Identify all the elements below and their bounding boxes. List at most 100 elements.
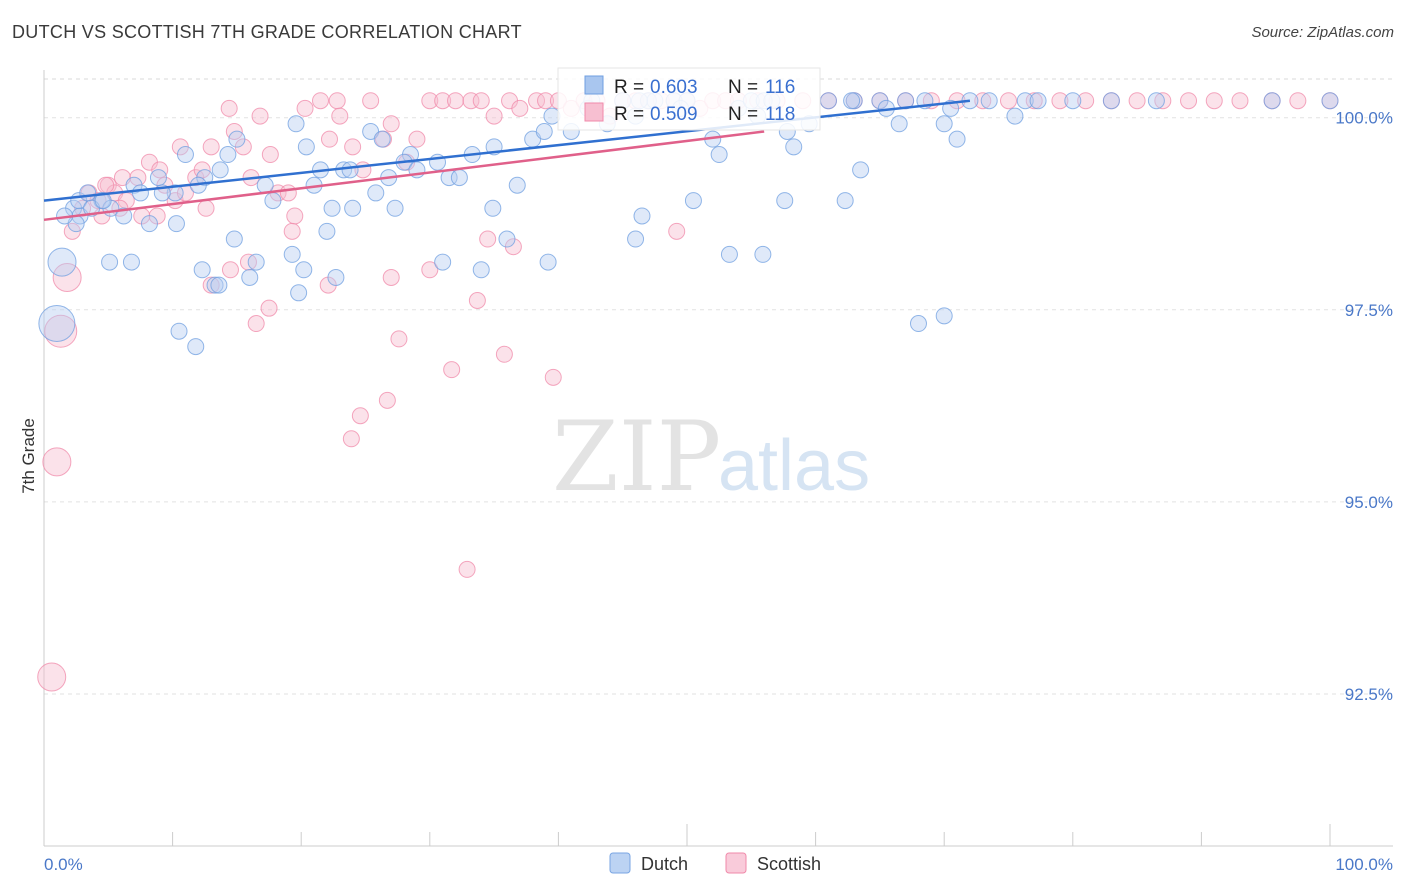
scottish-point [668,222,686,240]
dutch-point [1263,92,1281,110]
dutch-point [1321,92,1339,110]
y-tick-label: 95.0% [1345,493,1393,512]
dutch-point [283,245,301,263]
y-axis-title: 7th Grade [19,418,38,494]
dutch-point [38,305,76,343]
dutch-point [167,215,185,233]
dutch-point [935,307,953,325]
dutch-point [47,247,77,277]
scottish-point [283,222,301,240]
watermark-atlas: atlas [718,426,870,506]
scottish-n-value: 118 [765,104,795,125]
scottish-point [408,130,426,148]
dutch-point [508,176,526,194]
dutch-point [318,222,336,240]
scottish-point [220,99,238,117]
dutch-legend-swatch [584,75,604,95]
scottish-r-label: R = [614,104,644,125]
dutch-point [149,169,167,187]
dutch-point [386,199,404,217]
dutch-point [122,253,140,271]
scottish-point [279,184,297,202]
scottish-point [351,407,369,425]
chart-title: DUTCH VS SCOTTISH 7TH GRADE CORRELATION … [12,22,522,42]
dutch-point [539,253,557,271]
scottish-point [1051,92,1069,110]
dutch-point [720,245,738,263]
scottish-point [1154,92,1172,110]
scottish-point [421,261,439,279]
scottish-points [37,92,1339,692]
dutch-r-value: 0.603 [650,77,698,98]
scottish-n-label: N = [728,104,758,125]
stats-legend: R = 0.603 N = 116 R = 0.509 N = 118 [557,67,821,131]
dutch-point [323,199,341,217]
scottish-point [462,92,480,110]
dutch-point [373,130,391,148]
scottish-point [331,107,349,125]
dutch-point [1029,92,1047,110]
dutch-point [210,276,228,294]
dutch-point [264,192,282,210]
dutch-point [948,130,966,148]
scottish-trend-line [43,130,765,222]
scottish-point [479,230,497,248]
dutch-point [206,276,224,294]
dutch-point [843,92,861,110]
scottish-point [1025,92,1043,110]
dutch-point [101,253,119,271]
y-tick-label: 97.5% [1345,301,1393,320]
dutch-point [225,230,243,248]
scottish-point [44,314,78,348]
dutch-point [627,230,645,248]
dutch-bottom-label: Dutch [641,854,688,874]
scottish-point [544,368,562,386]
dutch-point [1016,92,1034,110]
scottish-point [485,107,503,125]
dutch-point [176,146,194,164]
scottish-point [537,92,555,110]
dutch-point [684,192,702,210]
dutch-point [170,322,188,340]
scottish-point [342,430,360,448]
scottish-point [443,361,461,379]
dutch-point [341,161,359,179]
scottish-point [1289,92,1307,110]
dutch-point [1006,107,1024,125]
y-tick-labels: 100.0% 97.5% 95.0% 92.5% [1335,109,1393,704]
scottish-point [382,268,400,286]
bottom-legend: Dutch Scottish [609,852,821,874]
dutch-point [434,253,452,271]
scottish-point [1205,92,1223,110]
dutch-point [247,253,265,271]
dutch-n-value: 116 [765,77,795,98]
x-tick-label-max: 100.0% [1335,855,1393,874]
scottish-point [247,315,265,333]
dutch-point [115,207,133,225]
dutch-point [287,115,305,133]
dutch-point [754,245,772,263]
scottish-point [344,138,362,156]
dutch-bottom-swatch [609,852,631,874]
dutch-point [633,207,651,225]
dutch-point [890,115,908,133]
dutch-point [140,215,158,233]
scottish-point [468,291,486,309]
scottish-point [1180,92,1198,110]
watermark-zip: ZIP [552,401,721,513]
scottish-point [378,391,396,409]
dutch-point [484,199,502,217]
scottish-point [447,92,465,110]
y-tick-label: 100.0% [1335,109,1393,128]
dutch-point [79,184,97,202]
dutch-point [776,192,794,210]
x-tick-label-min: 0.0% [44,855,83,874]
scottish-point [458,560,476,578]
dutch-point [1147,92,1165,110]
scottish-point [320,130,338,148]
dutch-point [909,315,927,333]
scottish-point [261,146,279,164]
dutch-point [211,161,229,179]
dutch-point [472,261,490,279]
